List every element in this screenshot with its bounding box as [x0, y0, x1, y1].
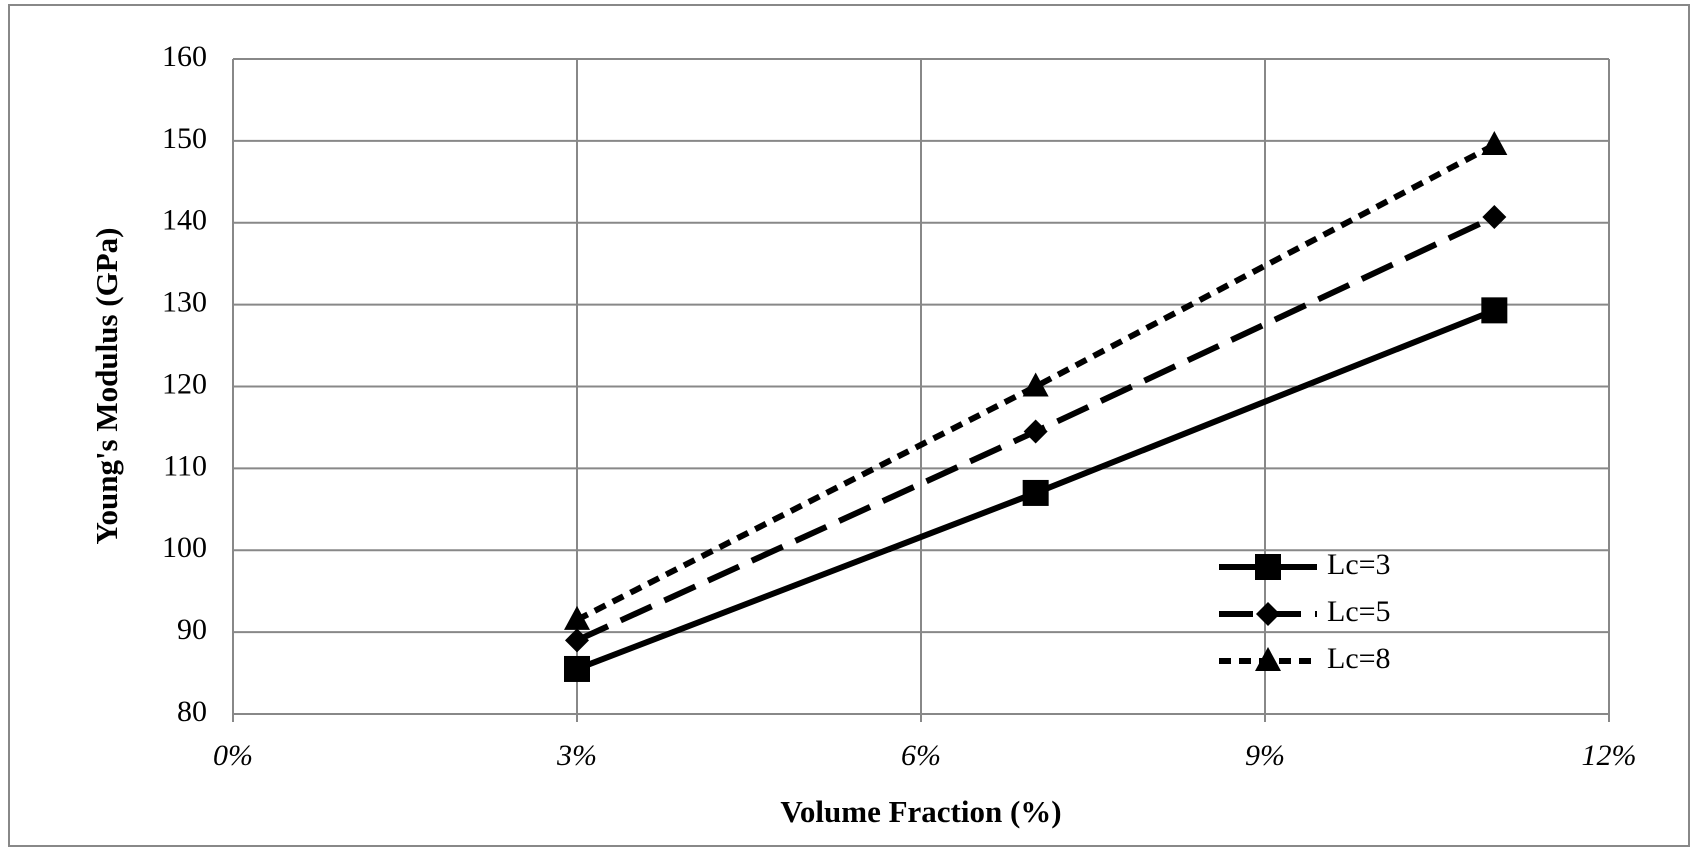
marker	[1022, 372, 1049, 397]
y-tick-label: 150	[162, 122, 207, 155]
y-axis-title: Young's Modulus (GPa)	[89, 228, 124, 545]
legend-label: Lc=8	[1327, 642, 1391, 675]
x-tick-label: 9%	[1245, 739, 1285, 772]
x-tick-label: 3%	[556, 739, 597, 772]
y-tick-label: 90	[177, 613, 207, 646]
y-tick-label: 140	[162, 204, 207, 237]
legend-marker	[1255, 647, 1281, 671]
legend-marker	[1256, 602, 1280, 626]
legend-marker	[1255, 554, 1281, 580]
marker	[1481, 130, 1508, 155]
y-tick-label: 160	[162, 40, 207, 73]
legend-label: Lc=3	[1327, 548, 1391, 581]
legend-label: Lc=5	[1327, 595, 1391, 628]
x-axis-title: Volume Fraction (%)	[780, 794, 1061, 829]
marker	[564, 605, 590, 630]
y-tick-label: 130	[162, 286, 207, 319]
y-tick-label: 110	[163, 449, 207, 482]
y-tick-label: 100	[162, 531, 207, 564]
marker	[1482, 205, 1507, 230]
marker	[1022, 479, 1049, 506]
marker	[1023, 419, 1048, 444]
series-line	[575, 142, 1496, 623]
x-tick-label: 6%	[901, 739, 941, 772]
marker	[565, 628, 589, 653]
marker	[1481, 297, 1508, 324]
x-tick-label: 0%	[213, 739, 253, 772]
x-tick-label: 12%	[1582, 739, 1637, 772]
y-tick-label: 80	[177, 695, 207, 728]
chart-border	[8, 4, 1690, 847]
marker	[564, 655, 590, 682]
y-tick-label: 120	[162, 367, 207, 400]
